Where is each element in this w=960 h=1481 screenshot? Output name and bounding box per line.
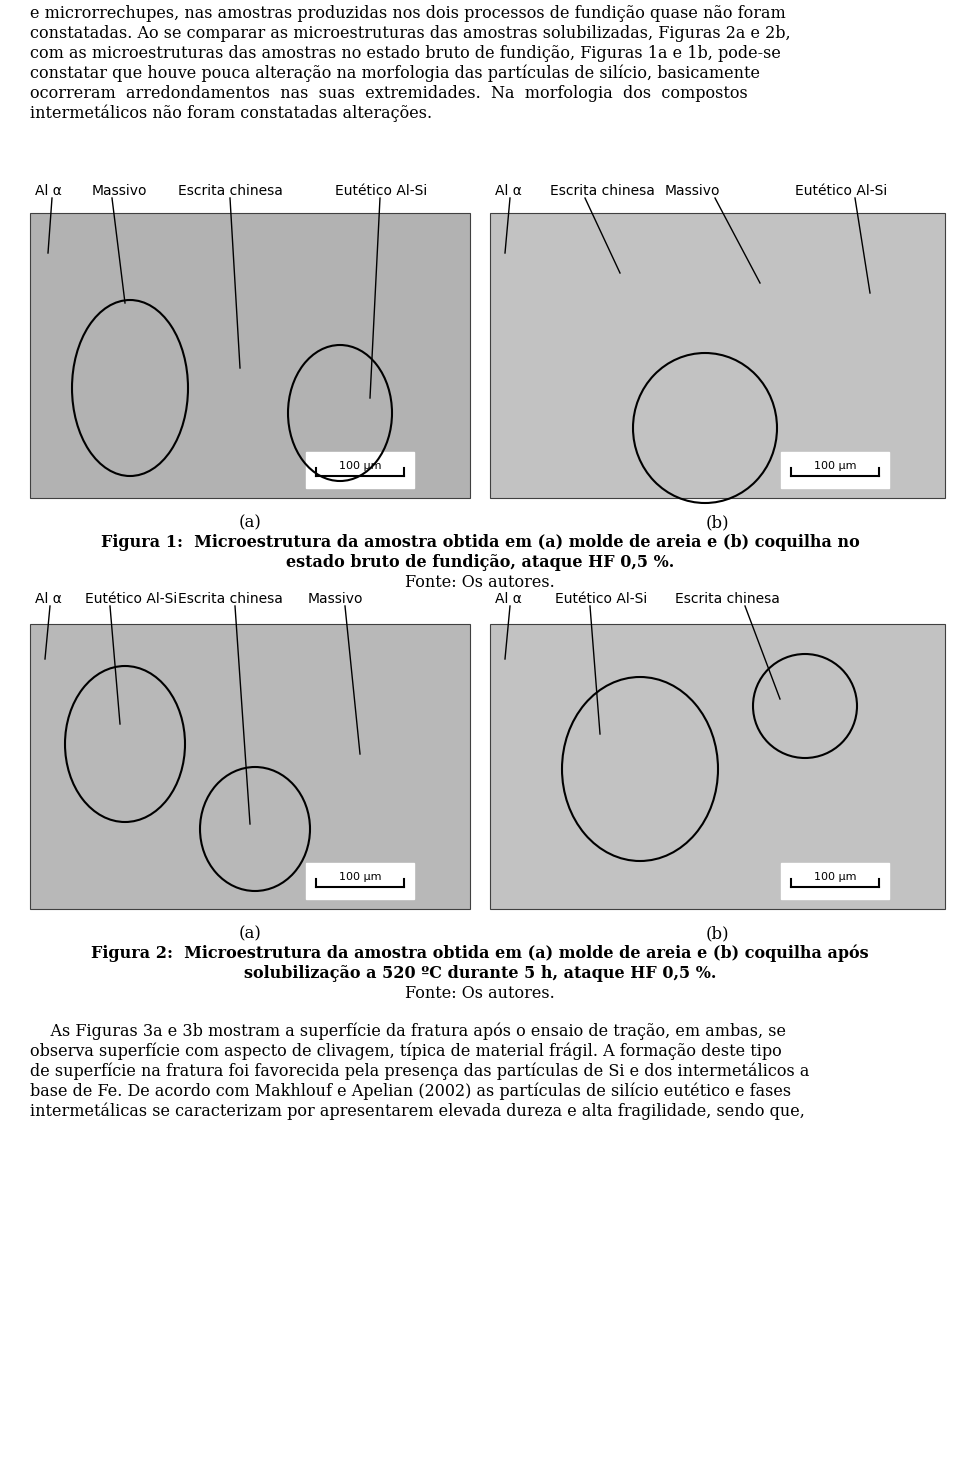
Text: Escrita chinesa: Escrita chinesa [675, 592, 780, 606]
Text: Al α: Al α [495, 184, 522, 198]
Bar [30, 624, 470, 909]
Text: 100 μm: 100 μm [339, 461, 381, 471]
Text: e microrrechupes, nas amostras produzidas nos dois processos de fundição quase n: e microrrechupes, nas amostras produzida… [30, 4, 785, 22]
Text: Eutético Al-Si: Eutético Al-Si [85, 592, 178, 606]
Text: (a): (a) [239, 514, 261, 532]
Text: As Figuras 3a e 3b mostram a superfície da fratura após o ensaio de tração, em a: As Figuras 3a e 3b mostram a superfície … [30, 1023, 786, 1041]
Bar [306, 863, 414, 899]
Text: (b): (b) [706, 514, 730, 532]
Text: Al α: Al α [35, 184, 61, 198]
Text: Escrita chinesa: Escrita chinesa [178, 592, 283, 606]
Text: Escrita chinesa: Escrita chinesa [550, 184, 655, 198]
Text: 100 μm: 100 μm [814, 461, 856, 471]
Text: intermetálicas se caracterizam por apresentarem elevada dureza e alta fragilidad: intermetálicas se caracterizam por apres… [30, 1103, 804, 1121]
Text: (a): (a) [239, 926, 261, 942]
Text: Eutético Al-Si: Eutético Al-Si [795, 184, 887, 198]
Text: Fonte: Os autores.: Fonte: Os autores. [405, 575, 555, 591]
Bar [490, 213, 945, 498]
Text: intermetálicos não foram constatadas alterações.: intermetálicos não foram constatadas alt… [30, 105, 432, 123]
Text: Massivo: Massivo [92, 184, 148, 198]
Text: 100 μm: 100 μm [339, 872, 381, 883]
Text: constatadas. Ao se comparar as microestruturas das amostras solubilizadas, Figur: constatadas. Ao se comparar as microestr… [30, 25, 791, 41]
Bar [306, 452, 414, 489]
Text: de superfície na fratura foi favorecida pela presença das partículas de Si e dos: de superfície na fratura foi favorecida … [30, 1063, 809, 1081]
Text: Massivo: Massivo [665, 184, 721, 198]
Text: (b): (b) [706, 926, 730, 942]
Text: Figura 1:  Microestrutura da amostra obtida em (a) molde de areia e (b) coquilha: Figura 1: Microestrutura da amostra obti… [101, 535, 859, 551]
Text: 100 μm: 100 μm [814, 872, 856, 883]
Text: Figura 2:  Microestrutura da amostra obtida em (a) molde de areia e (b) coquilha: Figura 2: Microestrutura da amostra obti… [91, 945, 869, 963]
Text: Escrita chinesa: Escrita chinesa [178, 184, 283, 198]
Bar [781, 863, 889, 899]
Bar [30, 213, 470, 498]
Text: Al α: Al α [495, 592, 522, 606]
Text: Eutético Al-Si: Eutético Al-Si [555, 592, 647, 606]
Text: observa superfície com aspecto de clivagem, típica de material frágil. A formaçã: observa superfície com aspecto de clivag… [30, 1043, 781, 1060]
Text: Fonte: Os autores.: Fonte: Os autores. [405, 985, 555, 1003]
Text: Eutético Al-Si: Eutético Al-Si [335, 184, 427, 198]
Text: com as microestruturas das amostras no estado bruto de fundição, Figuras 1a e 1b: com as microestruturas das amostras no e… [30, 44, 780, 62]
Text: Al α: Al α [35, 592, 61, 606]
Bar [490, 624, 945, 909]
Text: solubilização a 520 ºC durante 5 h, ataque HF 0,5 %.: solubilização a 520 ºC durante 5 h, ataq… [244, 966, 716, 982]
Text: Massivo: Massivo [308, 592, 364, 606]
Text: constatar que houve pouca alteração na morfologia das partículas de silício, bas: constatar que houve pouca alteração na m… [30, 65, 760, 83]
Text: ocorreram  arredondamentos  nas  suas  extremidades.  Na  morfologia  dos  compo: ocorreram arredondamentos nas suas extre… [30, 84, 748, 102]
Bar [781, 452, 889, 489]
Text: base de Fe. De acordo com Makhlouf e Apelian (2002) as partículas de silício eut: base de Fe. De acordo com Makhlouf e Ape… [30, 1083, 791, 1100]
Text: estado bruto de fundição, ataque HF 0,5 %.: estado bruto de fundição, ataque HF 0,5 … [286, 554, 674, 572]
